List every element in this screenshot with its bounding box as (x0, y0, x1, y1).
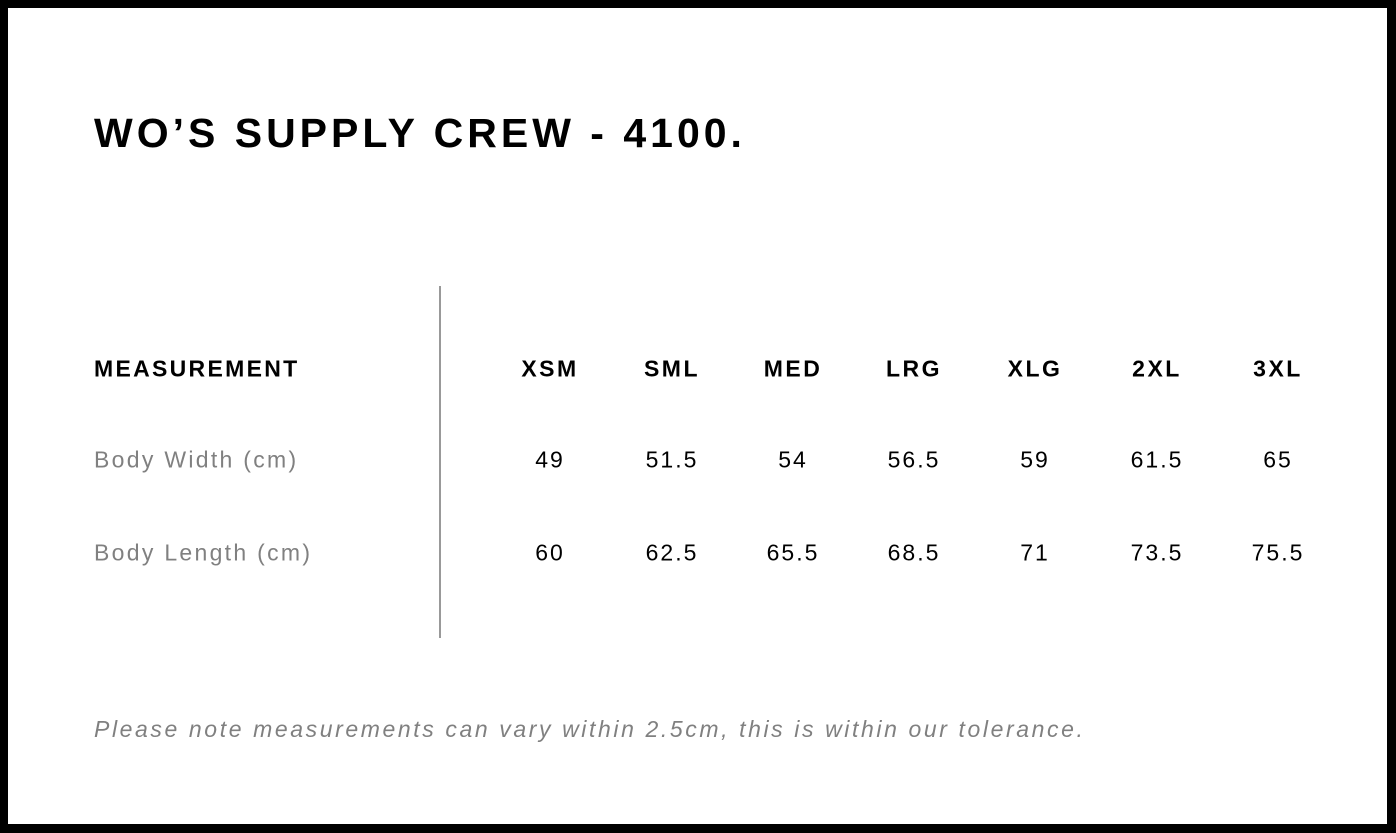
size-header-lrg: LRG (885, 355, 943, 382)
size-header-2xl: 2XL (1132, 355, 1182, 382)
table-cell: 54 (778, 446, 808, 473)
table-cell: 49 (535, 446, 565, 473)
table-cell: 65 (1263, 446, 1293, 473)
table-cell: 62.5 (645, 539, 699, 566)
size-header-xlg: XLG (1007, 355, 1063, 382)
table-cell: 68.5 (887, 539, 941, 566)
row-label-body-length: Body Length (cm) (94, 539, 313, 566)
row-label-body-width: Body Width (cm) (94, 446, 299, 473)
table-cell: 65.5 (766, 539, 820, 566)
table-cell: 71 (1020, 539, 1050, 566)
table-cell: 73.5 (1130, 539, 1184, 566)
size-header-med: MED (763, 355, 823, 382)
size-header-sml: SML (643, 355, 701, 382)
table-cell: 59 (1020, 446, 1050, 473)
table-cell: 75.5 (1251, 539, 1305, 566)
size-chart-card: WO’S SUPPLY CREW - 4100. MEASUREMENT Bod… (8, 8, 1387, 824)
table-cell: 61.5 (1130, 446, 1184, 473)
tolerance-note: Please note measurements can vary within… (94, 716, 1086, 742)
size-header-xsm: XSM (521, 355, 579, 382)
table-cell: 56.5 (887, 446, 941, 473)
table-cell: 60 (535, 539, 565, 566)
measurement-header: MEASUREMENT (94, 355, 300, 382)
column-divider (439, 286, 441, 638)
page-title: WO’S SUPPLY CREW - 4100. (94, 110, 746, 156)
size-header-3xl: 3XL (1253, 355, 1303, 382)
table-cell: 51.5 (645, 446, 699, 473)
